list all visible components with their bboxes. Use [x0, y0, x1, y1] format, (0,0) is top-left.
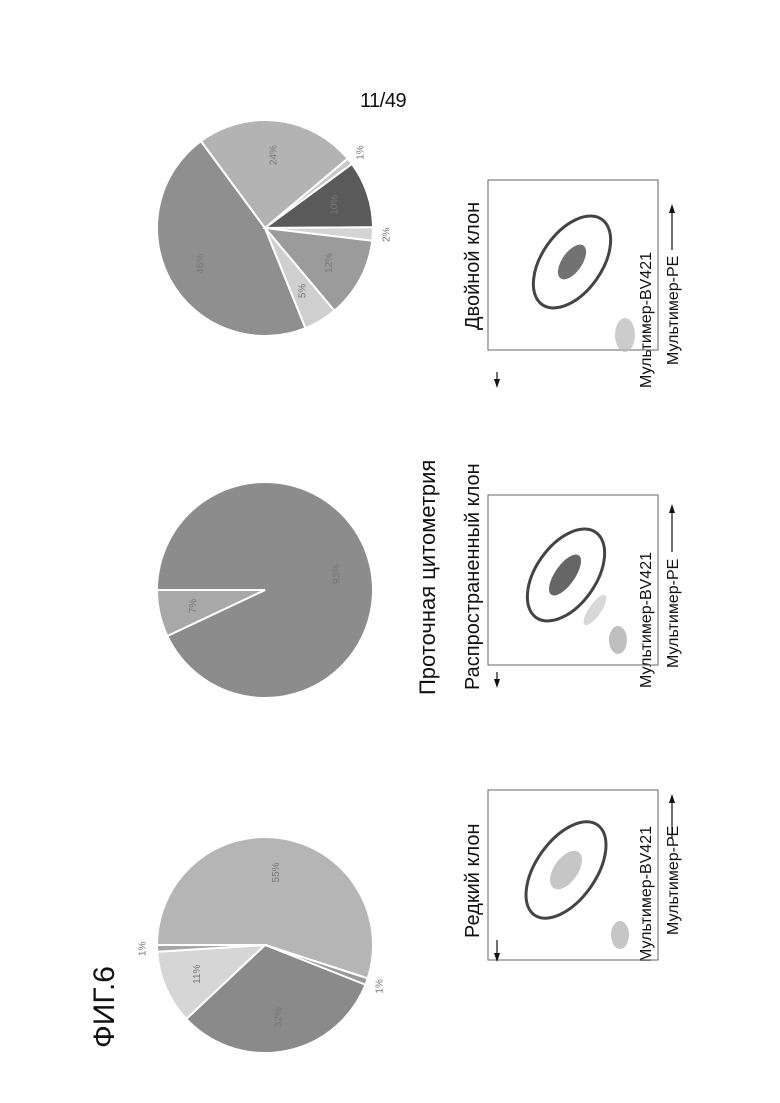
scatter-cloud-common	[543, 550, 627, 654]
scatter-cloud-rare	[544, 845, 629, 949]
scatter-cloud-double	[552, 240, 635, 352]
